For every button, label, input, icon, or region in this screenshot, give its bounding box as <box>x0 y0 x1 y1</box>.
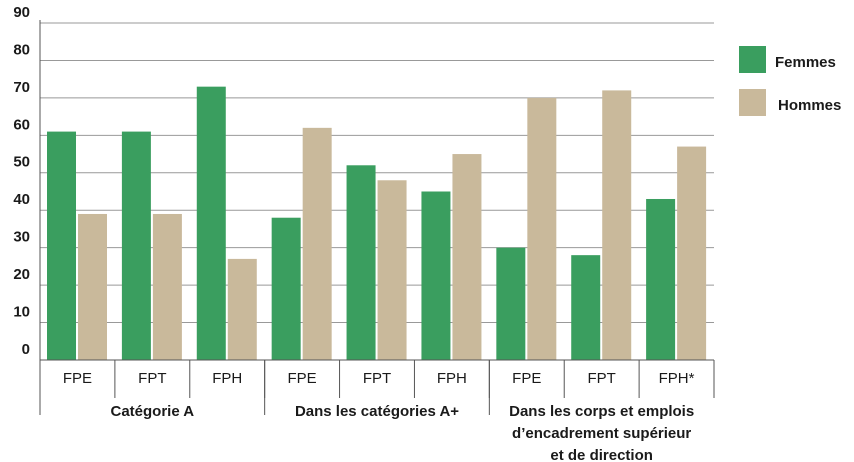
y-tick-label: 20 <box>13 266 30 283</box>
legend-swatch <box>739 46 766 73</box>
bar <box>152 213 182 360</box>
bar <box>452 154 482 360</box>
group-label: Dans les catégories A+ <box>295 403 459 420</box>
bar <box>47 131 76 360</box>
bar <box>271 217 301 360</box>
y-tick-label: 50 <box>13 154 30 171</box>
bar <box>302 127 332 360</box>
x-tick-label: FPH <box>437 370 467 387</box>
x-tick-label: FPT <box>587 370 615 387</box>
bar <box>377 180 407 360</box>
y-tick-label: 40 <box>13 191 30 208</box>
legend-label: Hommes <box>778 97 841 114</box>
group-label: et de direction <box>550 447 653 462</box>
x-tick-label: FPH* <box>659 370 695 387</box>
y-tick-label: 70 <box>13 79 30 96</box>
bar <box>196 86 226 361</box>
group-label: Catégorie A <box>111 403 195 420</box>
bar <box>646 198 676 360</box>
y-tick-label: 60 <box>13 116 30 133</box>
bar <box>227 258 257 360</box>
y-tick-label: 90 <box>13 4 30 21</box>
y-tick-label: 80 <box>13 41 30 58</box>
bar <box>677 146 707 360</box>
x-tick-label: FPT <box>138 370 166 387</box>
bar <box>421 191 451 360</box>
x-tick-label: FPE <box>63 370 92 387</box>
bar <box>346 165 376 360</box>
y-tick-label: 10 <box>13 304 30 321</box>
bar <box>602 90 632 361</box>
x-tick-label: FPH <box>212 370 242 387</box>
legend-swatch <box>739 89 766 116</box>
bar <box>496 247 526 360</box>
x-tick-label: FPE <box>288 370 317 387</box>
legend-label: Femmes <box>775 54 836 71</box>
group-label: Dans les corps et emplois <box>509 403 694 420</box>
x-tick-label: FPE <box>512 370 541 387</box>
group-label: d’encadrement supérieur <box>512 425 691 442</box>
y-tick-label: 0 <box>22 341 30 358</box>
bar <box>571 255 601 360</box>
y-tick-label: 30 <box>13 229 30 246</box>
bar <box>121 131 151 360</box>
bar <box>78 213 107 360</box>
bar <box>527 97 557 360</box>
x-tick-label: FPT <box>363 370 391 387</box>
